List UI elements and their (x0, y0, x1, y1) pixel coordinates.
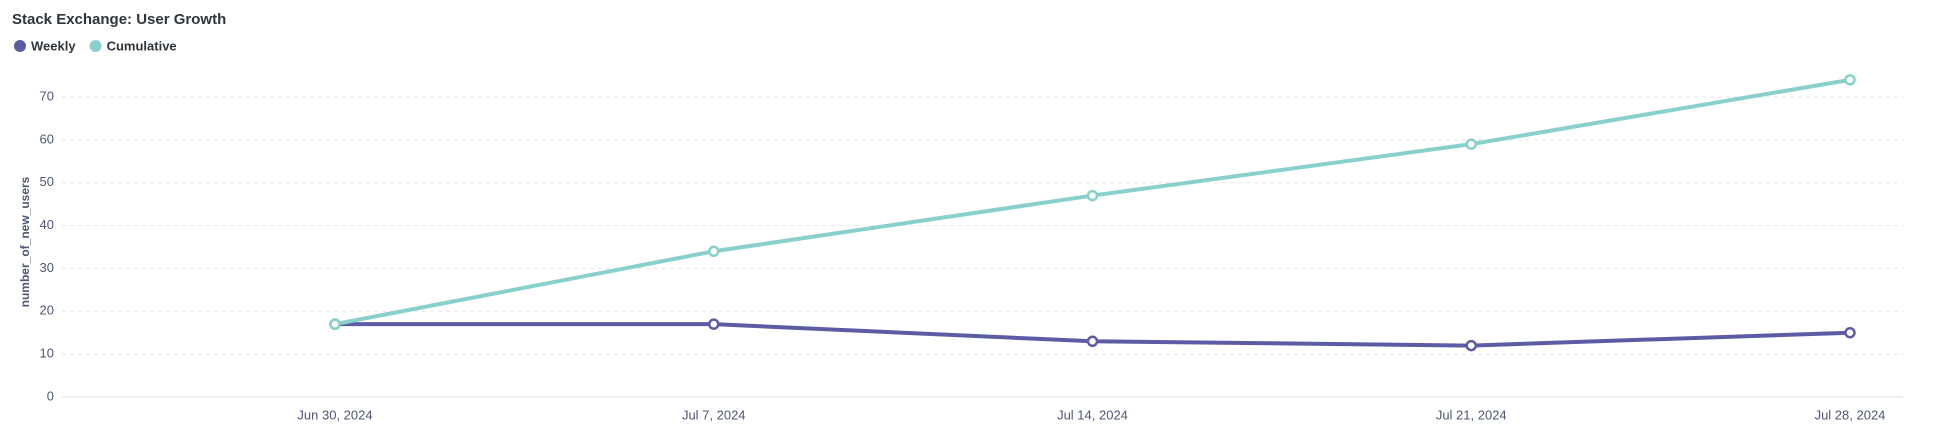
y-tick-label: 50 (40, 174, 54, 189)
y-tick-label: 10 (40, 346, 54, 361)
series-line (334, 77, 1851, 327)
data-point (708, 318, 720, 330)
data-point (1465, 339, 1477, 352)
y-tick-label: 70 (40, 88, 54, 103)
x-tick-label: Jul 14, 2024 (1057, 407, 1128, 422)
y-axis-label: number_of_new_users (18, 176, 32, 307)
y-tick-label: 30 (40, 260, 54, 275)
data-point (1086, 189, 1099, 202)
data-point (708, 245, 720, 258)
data-point (1844, 326, 1856, 339)
legend-label[interactable]: Cumulative (107, 38, 177, 53)
y-tick-label: 60 (40, 131, 54, 146)
data-point (1465, 138, 1477, 150)
legend-label[interactable]: Weekly (31, 38, 76, 53)
y-tick-label: 0 (47, 388, 54, 403)
y-tick-label: 20 (40, 303, 54, 318)
legend-marker[interactable] (89, 40, 102, 52)
data-point (1844, 74, 1856, 86)
data-point (1086, 335, 1099, 348)
legend-marker[interactable] (14, 40, 26, 52)
x-tick-label: Jul 7, 2024 (682, 407, 746, 422)
data-point (329, 318, 341, 330)
chart-title: Stack Exchange: User Growth (12, 11, 226, 28)
x-tick-label: Jul 21, 2024 (1436, 407, 1507, 422)
x-tick-label: Jun 30, 2024 (297, 407, 372, 422)
x-tick-label: Jul 28, 2024 (1815, 407, 1886, 422)
y-tick-label: 40 (40, 217, 54, 232)
